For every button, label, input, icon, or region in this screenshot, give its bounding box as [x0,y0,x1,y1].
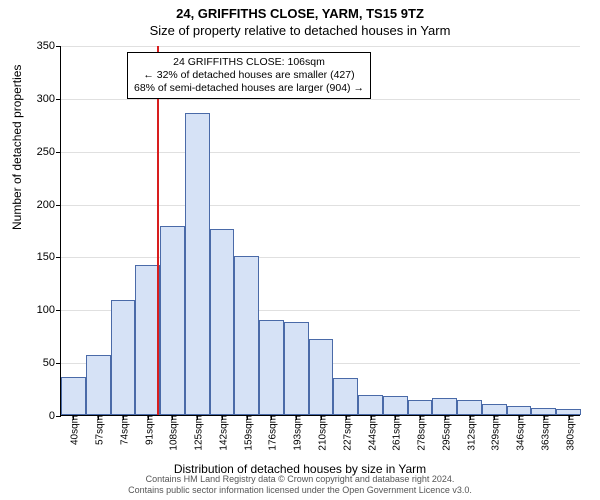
x-tick-label: 363sqm [536,415,551,451]
histogram-bar [259,320,284,415]
x-tick-mark [371,415,372,420]
x-tick-mark [148,415,149,420]
x-tick-mark [73,415,74,420]
gridline [61,152,580,153]
x-tick-label: 227sqm [338,415,353,451]
x-tick-mark [470,415,471,420]
histogram-bar [210,229,235,415]
gridline [61,257,580,258]
histogram-bar [358,395,383,415]
x-tick-label: 346sqm [512,415,527,451]
x-tick-label: 244sqm [363,415,378,451]
histogram-bar [234,256,259,415]
x-tick-label: 312sqm [462,415,477,451]
x-tick-label: 159sqm [239,415,254,451]
histogram-bar [61,377,86,415]
x-tick-mark [247,415,248,420]
y-tick-label: 250 [37,146,61,158]
annotation-line: ← 32% of detached houses are smaller (42… [134,69,364,82]
x-tick-mark [346,415,347,420]
x-tick-mark [569,415,570,420]
x-tick-label: 142sqm [214,415,229,451]
annotation-line: 24 GRIFFITHS CLOSE: 106sqm [134,56,364,69]
histogram-bar [111,300,136,415]
histogram-bar [309,339,334,415]
histogram-bar [457,400,482,415]
histogram-bar [333,378,358,415]
annotation-line: 68% of semi-detached houses are larger (… [134,82,364,95]
x-tick-mark [222,415,223,420]
annotation-box: 24 GRIFFITHS CLOSE: 106sqm← 32% of detac… [127,52,371,99]
y-tick-label: 50 [43,357,61,369]
x-tick-mark [420,415,421,420]
x-tick-label: 125sqm [190,415,205,451]
histogram-bar [531,408,556,415]
x-tick-label: 210sqm [314,415,329,451]
y-tick-label: 100 [37,304,61,316]
histogram-bar [86,355,111,415]
reference-line [157,46,159,415]
x-tick-label: 176sqm [264,415,279,451]
x-tick-label: 193sqm [289,415,304,451]
histogram-bar [507,406,532,416]
histogram-bar [432,398,457,415]
histogram-plot-area: 05010015020025030035040sqm57sqm74sqm91sq… [60,46,580,416]
x-tick-label: 108sqm [165,415,180,451]
histogram-bar [408,400,433,415]
x-tick-mark [123,415,124,420]
gridline [61,205,580,206]
histogram-bar [482,404,507,415]
x-tick-mark [445,415,446,420]
histogram-bar [185,113,210,415]
x-tick-mark [197,415,198,420]
x-tick-mark [271,415,272,420]
footer-line-1: Contains HM Land Registry data © Crown c… [0,474,600,485]
x-tick-label: 329sqm [487,415,502,451]
x-tick-mark [296,415,297,420]
x-tick-mark [544,415,545,420]
chart-sub-title: Size of property relative to detached ho… [0,21,600,38]
y-tick-label: 200 [37,199,61,211]
histogram-bar [160,226,185,415]
chart-super-title: 24, GRIFFITHS CLOSE, YARM, TS15 9TZ [0,0,600,21]
attribution-footer: Contains HM Land Registry data © Crown c… [0,474,600,496]
y-tick-label: 150 [37,251,61,263]
x-tick-label: 295sqm [437,415,452,451]
x-tick-label: 278sqm [413,415,428,451]
x-tick-mark [321,415,322,420]
x-tick-mark [494,415,495,420]
x-tick-mark [519,415,520,420]
x-tick-label: 261sqm [388,415,403,451]
x-tick-mark [98,415,99,420]
x-tick-mark [395,415,396,420]
histogram-bar [383,396,408,415]
x-tick-mark [172,415,173,420]
x-tick-label: 380sqm [561,415,576,451]
y-axis-label: Number of detached properties [10,65,24,230]
y-tick-label: 300 [37,93,61,105]
y-tick-label: 0 [49,410,61,422]
y-tick-label: 350 [37,40,61,52]
gridline [61,46,580,47]
histogram-bar [284,322,309,415]
footer-line-2: Contains public sector information licen… [0,485,600,496]
